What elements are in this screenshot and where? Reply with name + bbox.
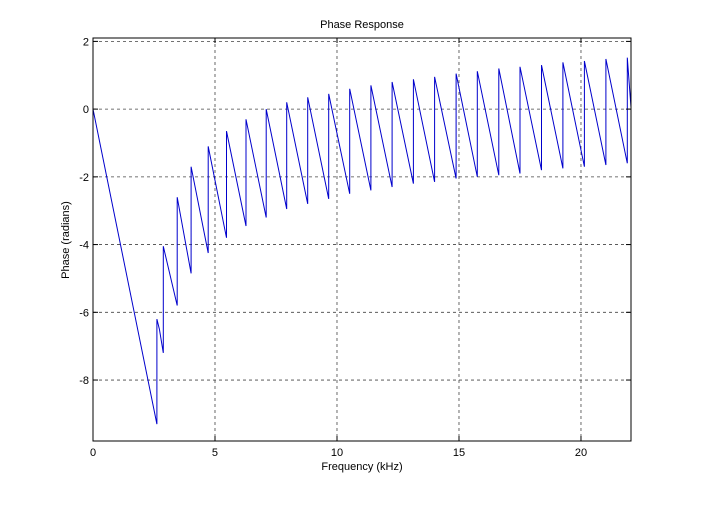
x-tick-label: 20 [575,447,587,459]
y-tick-label: -2 [79,172,89,184]
x-tick-label: 0 [90,447,96,459]
phase-series-line [92,57,632,425]
y-tick-label: 0 [83,104,89,116]
y-tick-label: -4 [79,240,89,252]
y-tick-label: -6 [79,307,89,319]
x-axis-label: Frequency (kHz) [321,461,402,473]
phase-line-group [92,57,632,425]
axis-ticks: 0 5 10 15 20 -8 -6 -4 -2 0 2 [79,36,631,459]
x-tick-label: 5 [212,447,218,459]
y-tick-label: -8 [79,375,89,387]
x-tick-label: 10 [331,447,343,459]
grid-lines [93,38,631,441]
plot-frame [92,37,632,442]
x-tick-label: 15 [453,447,465,459]
chart-title: Phase Response [320,19,404,31]
y-tick-label: 2 [83,36,89,48]
y-axis-label: Phase (radians) [60,201,72,279]
